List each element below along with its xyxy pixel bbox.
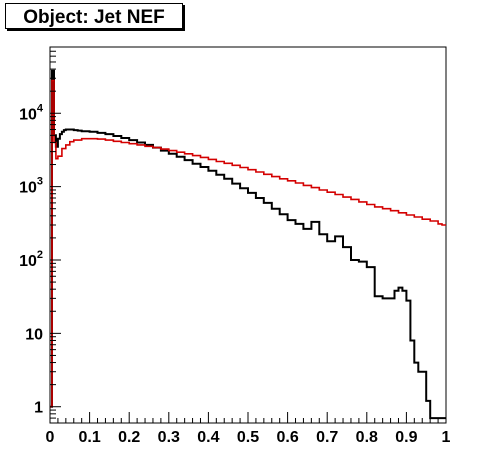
x-tick-label: 0.1 bbox=[78, 429, 100, 446]
plot-area bbox=[49, 46, 447, 424]
y-tick-base: 10 bbox=[19, 180, 37, 197]
x-tick-label: 0 bbox=[46, 429, 55, 446]
y-tick-label: 103 bbox=[19, 176, 43, 197]
y-tick-label: 1 bbox=[34, 400, 43, 417]
y-tick-exponent: 2 bbox=[37, 249, 43, 261]
series-layer bbox=[50, 69, 446, 420]
x-tick-label: 0.8 bbox=[356, 429, 378, 446]
x-tick-label: 0.2 bbox=[118, 429, 140, 446]
x-tick-label: 0.6 bbox=[276, 429, 298, 446]
y-tick-label: 102 bbox=[19, 249, 43, 270]
x-tick-label: 0.9 bbox=[395, 429, 417, 446]
y-tick-exponent: 3 bbox=[37, 176, 43, 188]
x-tick-label: 0.7 bbox=[316, 429, 338, 446]
series-line-1 bbox=[50, 79, 446, 408]
x-tick-label: 0.3 bbox=[158, 429, 180, 446]
series-line-0 bbox=[50, 69, 446, 420]
x-tick-label: 0.4 bbox=[197, 429, 219, 446]
chart-title: Object: Jet NEF bbox=[23, 7, 165, 28]
y-tick-exponent: 4 bbox=[37, 102, 44, 114]
plot-frame bbox=[49, 46, 447, 424]
y-tick-base: 10 bbox=[19, 253, 37, 270]
y-tick-base: 10 bbox=[19, 106, 37, 123]
x-tick-label: 1 bbox=[442, 429, 451, 446]
axis-layer: 0 0.1 0.2 0.3 0.4 0.5 0.6 0.7 0.8 0.9 111010210310… bbox=[19, 46, 451, 446]
chart-title-box: Object: Jet NEF bbox=[5, 3, 183, 29]
x-tick-label: 0.5 bbox=[237, 429, 259, 446]
y-tick-label: 104 bbox=[19, 102, 44, 123]
y-tick-label: 10 bbox=[25, 326, 43, 343]
